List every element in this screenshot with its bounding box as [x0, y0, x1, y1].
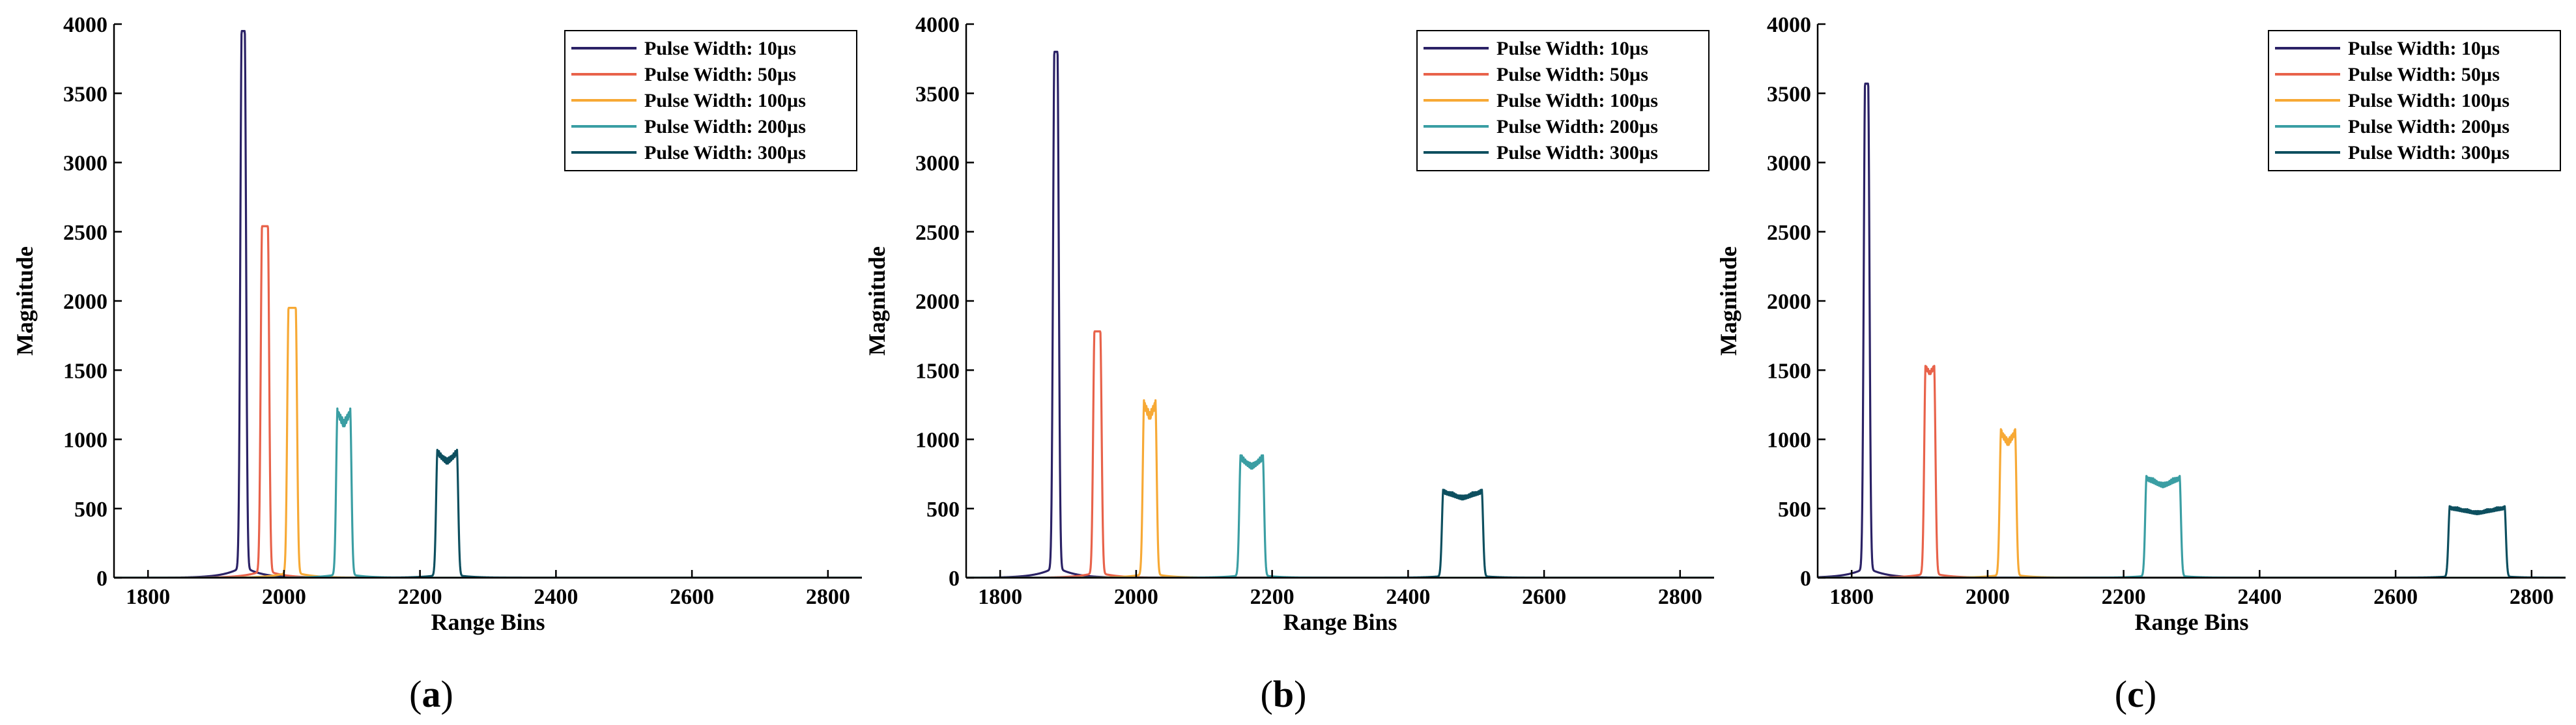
legend-label-2: Pulse Width: 50µs — [644, 64, 796, 85]
y-tick-label: 1000 — [915, 429, 960, 453]
x-tick-label: 2000 — [262, 585, 306, 609]
legend-label-1: Pulse Width: 10µs — [644, 38, 796, 59]
x-tick-label: 2800 — [1658, 585, 1702, 609]
legend-label-3: Pulse Width: 100µs — [2348, 90, 2510, 111]
x-tick-label: 2000 — [1966, 585, 2010, 609]
x-tick-label: 2200 — [2102, 585, 2146, 609]
y-tick-label: 1000 — [1767, 429, 1811, 453]
y-tick-label: 2000 — [1767, 290, 1811, 314]
x-tick-label: 2200 — [398, 585, 442, 609]
x-tick-label: 1800 — [126, 585, 170, 609]
legend-label-5: Pulse Width: 300µs — [1496, 142, 1658, 163]
legend: Pulse Width: 10µs Pulse Width: 50µs Pulse … — [564, 30, 857, 171]
x-axis-label: Range Bins — [1283, 609, 1397, 635]
x-tick-label: 2400 — [2237, 585, 2282, 609]
panel-label: (c) — [2115, 673, 2156, 715]
legend-label-2: Pulse Width: 50µs — [1496, 64, 1648, 85]
x-tick-label: 2600 — [1522, 585, 1566, 609]
y-tick-label: 1500 — [915, 359, 960, 383]
x-tick-label: 1800 — [978, 585, 1022, 609]
x-tick-label: 2400 — [534, 585, 578, 609]
legend-label-5: Pulse Width: 300µs — [2348, 142, 2510, 163]
legend-label-4: Pulse Width: 200µs — [2348, 116, 2510, 137]
x-axis-label: Range Bins — [431, 609, 545, 635]
chart-panel-a: 0 500 1000 1500 2000 2500 3000 3500 4000 1800 2000… — [12, 13, 862, 715]
legend-label-3: Pulse Width: 100µs — [1496, 90, 1658, 111]
y-tick-label: 1000 — [63, 429, 107, 453]
legend-label-4: Pulse Width: 200µs — [1496, 116, 1658, 137]
y-tick-label: 0 — [96, 567, 107, 591]
y-tick-label: 500 — [926, 498, 960, 522]
x-tick-label: 2800 — [2510, 585, 2554, 609]
legend-label-1: Pulse Width: 10µs — [1496, 38, 1648, 59]
y-axis-label: Magnitude — [12, 246, 38, 356]
y-tick-label: 1500 — [1767, 359, 1811, 383]
y-tick-label: 3000 — [63, 152, 107, 176]
y-tick-label: 0 — [1800, 567, 1811, 591]
y-tick-label: 1500 — [63, 359, 107, 383]
legend-label-3: Pulse Width: 100µs — [644, 90, 806, 111]
y-tick-label: 500 — [1778, 498, 1811, 522]
y-tick-label: 4000 — [1767, 13, 1811, 37]
y-tick-label: 2500 — [63, 221, 107, 245]
legend-label-2: Pulse Width: 50µs — [2348, 64, 2500, 85]
x-axis-label: Range Bins — [2134, 609, 2248, 635]
panel-label: (b) — [1261, 673, 1307, 715]
y-tick-label: 2500 — [915, 221, 960, 245]
legend: Pulse Width: 10µs Pulse Width: 50µs Pulse … — [1416, 30, 1710, 171]
y-tick-label: 4000 — [63, 13, 107, 37]
panel-label: (a) — [409, 673, 453, 715]
x-tick-label: 2400 — [1386, 585, 1430, 609]
y-tick-label: 3000 — [915, 152, 960, 176]
chart-panel-c: 0 500 1000 1500 2000 2500 3000 3500 4000 1800 2000… — [1715, 13, 2566, 715]
legend-label-5: Pulse Width: 300µs — [644, 142, 806, 163]
x-tick-label: 2600 — [670, 585, 714, 609]
y-tick-label: 2500 — [1767, 221, 1811, 245]
legend-label-4: Pulse Width: 200µs — [644, 116, 806, 137]
y-tick-label: 2000 — [63, 290, 107, 314]
y-tick-label: 4000 — [915, 13, 960, 37]
y-tick-label: 3500 — [915, 82, 960, 106]
x-tick-label: 1800 — [1829, 585, 1874, 609]
x-tick-label: 2200 — [1250, 585, 1295, 609]
y-tick-label: 500 — [74, 498, 107, 522]
legend-label-1: Pulse Width: 10µs — [2348, 38, 2500, 59]
x-tick-label: 2000 — [1114, 585, 1158, 609]
y-tick-label: 3500 — [1767, 82, 1811, 106]
x-tick-label: 2800 — [806, 585, 850, 609]
legend: Pulse Width: 10µs Pulse Width: 50µs Pulse … — [2268, 30, 2561, 171]
y-axis-label: Magnitude — [864, 246, 890, 356]
y-tick-label: 2000 — [915, 290, 960, 314]
y-tick-label: 0 — [949, 567, 960, 591]
y-tick-label: 3000 — [1767, 152, 1811, 176]
y-axis-label: Magnitude — [1715, 246, 1741, 356]
x-tick-label: 2600 — [2373, 585, 2418, 609]
y-tick-label: 3500 — [63, 82, 107, 106]
chart-panel-b: 0 500 1000 1500 2000 2500 3000 3500 4000 1800 2000… — [864, 13, 1714, 715]
